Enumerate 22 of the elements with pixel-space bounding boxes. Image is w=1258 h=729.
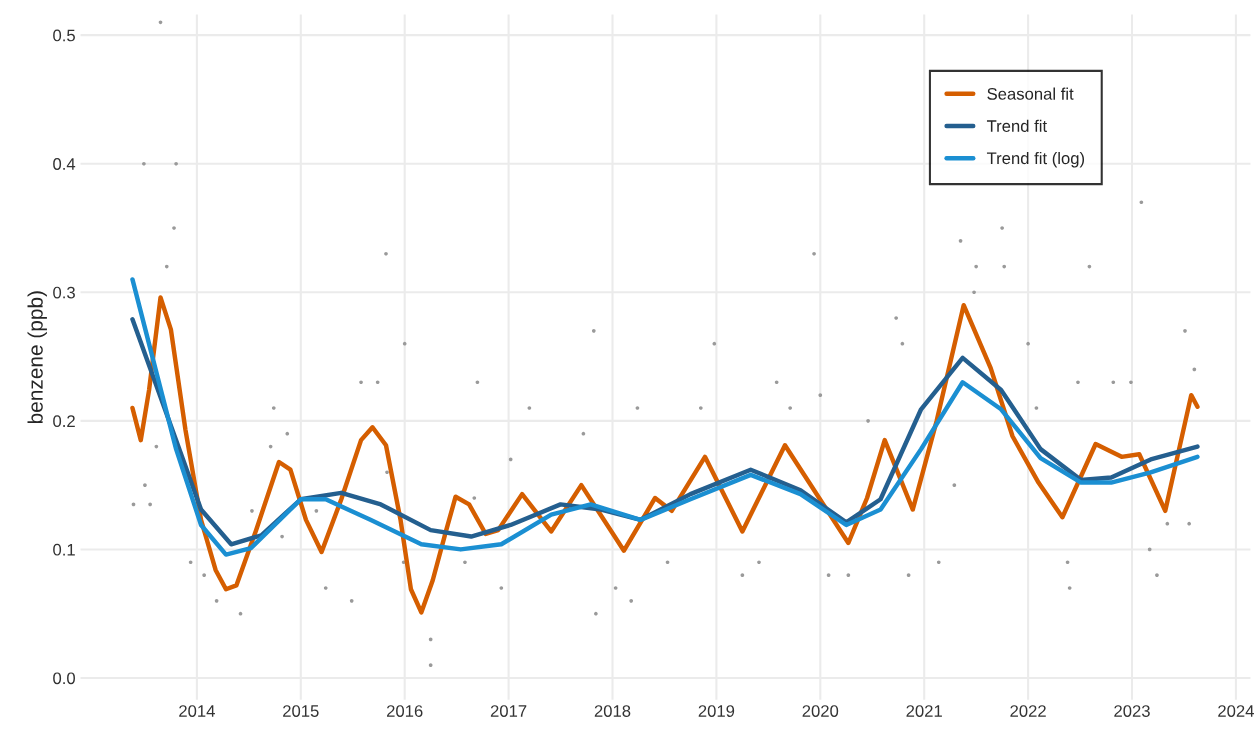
x-tick-label: 2014	[179, 705, 215, 717]
y-tick-label: 0.1	[53, 543, 75, 556]
x-tick-label: 2020	[802, 705, 839, 717]
legend-label: Trend fit (log)	[986, 151, 1085, 168]
x-tick-label: 2017	[490, 705, 527, 717]
x-tick-label: 2018	[594, 705, 631, 717]
x-tick-label: 2019	[698, 705, 735, 717]
x-tick-label: 2015	[283, 705, 319, 717]
x-tick-label: 2022	[1010, 705, 1046, 717]
x-tick-label: 2024	[1218, 705, 1254, 717]
y-tick-label: 0.5	[53, 29, 75, 42]
y-tick-label: 0.2	[53, 415, 75, 428]
y-tick-label: 0.3	[53, 286, 75, 299]
x-tick-label: 2016	[386, 705, 423, 717]
y-tick-label: 0.0	[53, 672, 75, 685]
legend-label: Seasonal fit	[987, 87, 1074, 100]
line-series	[130, 277, 1200, 557]
legend-label: Trend fit	[986, 119, 1047, 132]
y-axis-title: benzene (ppb)	[27, 291, 47, 424]
x-tick-label: 2021	[906, 705, 942, 717]
y-tick-label: 0.4	[53, 158, 76, 170]
x-tick-label: 2023	[1114, 705, 1150, 717]
